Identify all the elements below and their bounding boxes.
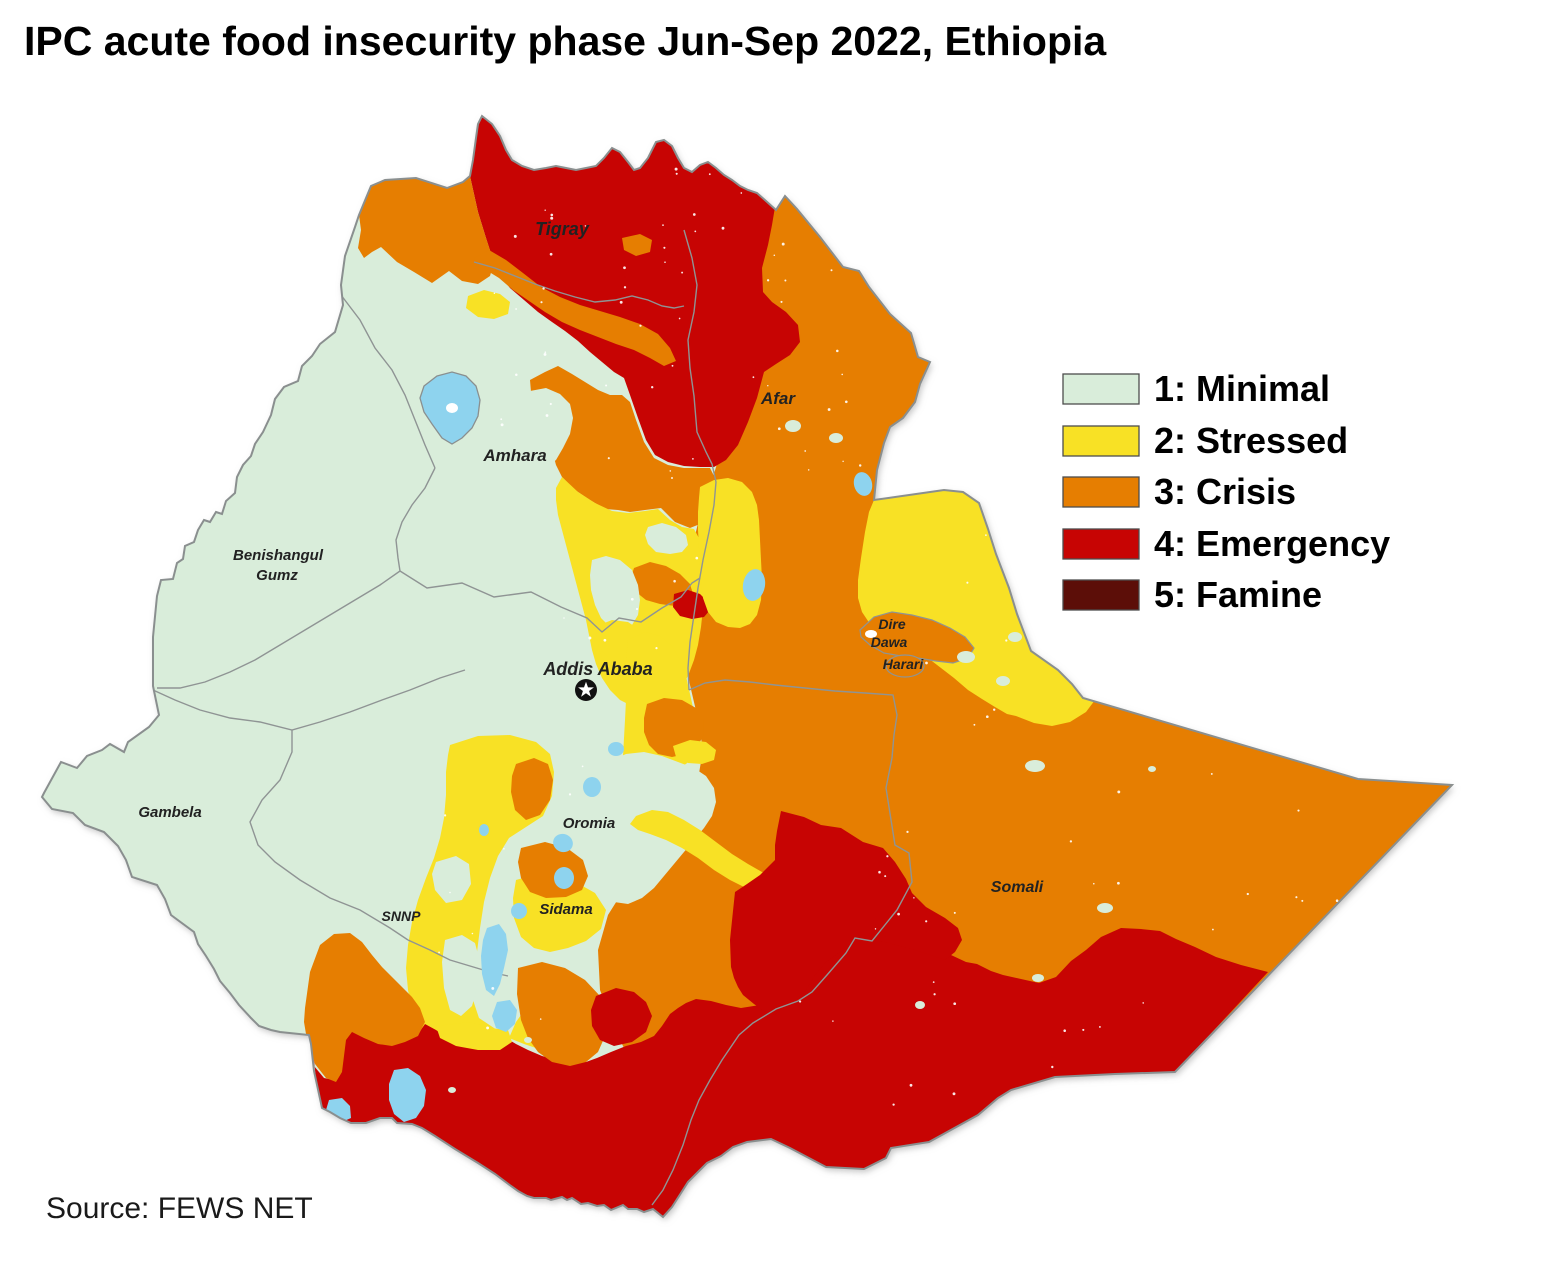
svg-text:Gambela: Gambela <box>138 804 201 821</box>
svg-text:4: Emergency: 4: Emergency <box>1154 523 1390 564</box>
svg-text:Oromia: Oromia <box>563 815 616 832</box>
svg-text:SNNP: SNNP <box>382 908 422 924</box>
svg-text:Tigray: Tigray <box>535 219 590 239</box>
svg-text:Dawa: Dawa <box>871 634 908 650</box>
svg-text:5: Famine: 5: Famine <box>1154 574 1322 615</box>
svg-text:IPC acute food insecurity phas: IPC acute food insecurity phase Jun-Sep … <box>24 18 1107 64</box>
svg-text:Harari: Harari <box>883 656 925 672</box>
svg-text:Dire: Dire <box>878 616 905 632</box>
svg-text:3: Crisis: 3: Crisis <box>1154 471 1296 512</box>
svg-text:Source: FEWS NET: Source: FEWS NET <box>46 1192 313 1225</box>
svg-text:Addis Ababa: Addis Ababa <box>542 659 652 679</box>
svg-text:1: Minimal: 1: Minimal <box>1154 368 1330 409</box>
svg-text:Afar: Afar <box>760 389 796 408</box>
svg-text:Benishangul: Benishangul <box>233 547 324 564</box>
svg-text:Somali: Somali <box>991 879 1044 896</box>
svg-text:Sidama: Sidama <box>539 901 592 918</box>
svg-text:Amhara: Amhara <box>482 446 546 465</box>
svg-text:Gumz: Gumz <box>256 567 298 584</box>
svg-text:2: Stressed: 2: Stressed <box>1154 420 1348 461</box>
